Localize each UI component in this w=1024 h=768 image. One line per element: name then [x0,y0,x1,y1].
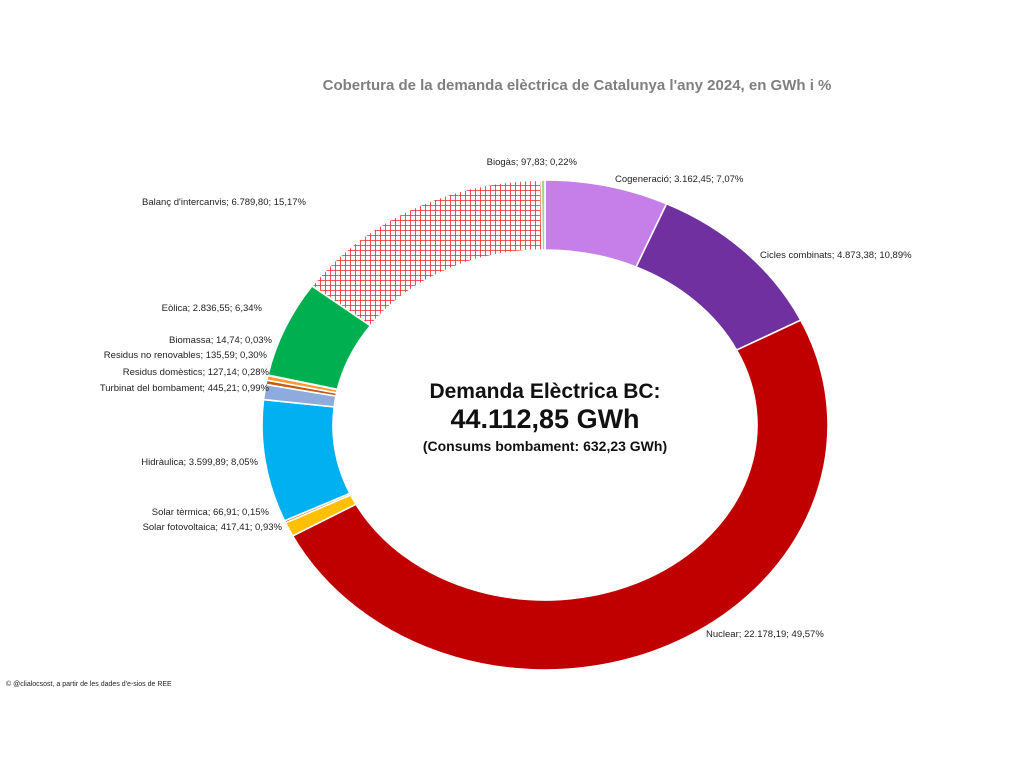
donut-slice [291,319,829,671]
center-heading: Demanda Elèctrica BC: [429,380,661,403]
slice-label: Turbinat del bombament; 445,21; 0,99% [100,383,270,394]
slice-label: Hidràulica; 3.599,89; 8,05% [141,457,258,468]
slice-label: Cicles combinats; 4.873,38; 10,89% [760,250,912,261]
donut-slice [310,179,543,327]
slice-label: Biomassa; 14,74; 0,03% [169,335,273,346]
donut-slice [634,202,802,352]
slice-label: Residus domèstics; 127,14; 0,28% [123,367,270,378]
slice-label: Eòlica; 2.836,55; 6,34% [162,303,263,314]
slice-label: Solar fotovoltaica; 417,41; 0,93% [143,522,283,533]
slice-label: Solar tèrmica; 66,91; 0,15% [152,507,270,518]
slice-label: Residus no renovables; 135,59; 0,30% [104,350,268,361]
chart-title: Cobertura de la demanda elèctrica de Cat… [322,77,832,94]
slice-label: Balanç d'intercanvis; 6.789,80; 15,17% [142,197,307,208]
center-subtitle: (Consums bombament: 632,23 GWh) [422,438,668,454]
donut-slice [540,179,546,251]
slice-label: Nuclear; 22.178,19; 49,57% [706,629,824,640]
slice-label: Biogàs; 97,83; 0,22% [487,157,578,168]
center-total-value: 44.112,85 GWh [450,404,640,434]
source-credit: © @clialocsost, a partir de les dades d'… [6,681,172,688]
slice-label: Cogeneració; 3.162,45; 7,07% [615,174,744,185]
